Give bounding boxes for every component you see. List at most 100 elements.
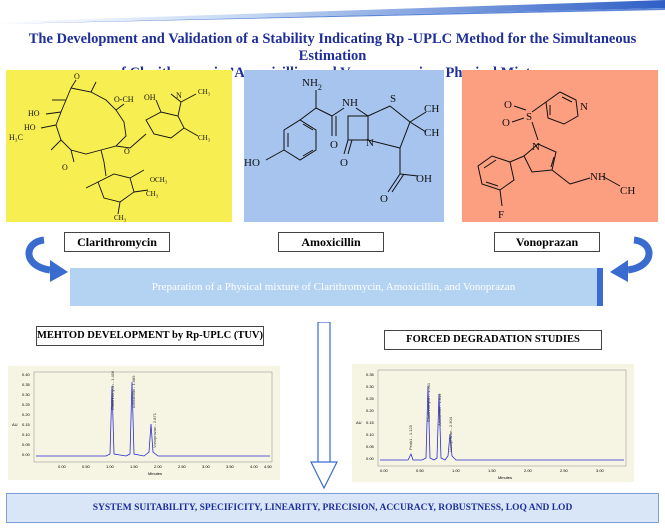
chrom1-ylabel: AU <box>12 422 18 427</box>
chrom1-xtick: 1.00 <box>106 464 115 469</box>
title-line-1: The Development and Validation of a Stab… <box>28 31 637 64</box>
chrom2-ytick: 0.30 <box>366 384 375 389</box>
chrom2-trace <box>380 385 624 461</box>
svg-text:CH₃: CH₃ <box>198 134 211 142</box>
amoxicillin-structure-panel: NH2 NH S CH CH N O O OH O HO <box>244 70 444 222</box>
amox-s-label: S <box>390 93 396 105</box>
amox-n-label: N <box>366 137 374 149</box>
clari-ho1-label: HO <box>28 109 40 118</box>
chrom1-peak-label: Amoxicillin - 1.989 <box>131 375 136 408</box>
vono-n2-label: N <box>532 141 540 153</box>
chrom1-ytick: 0.00 <box>22 452 31 457</box>
svg-text:O: O <box>124 147 130 156</box>
svg-text:CH₃: CH₃ <box>198 88 211 96</box>
chrom2-ytick: 0.15 <box>366 420 375 425</box>
clari-n-label: N <box>176 91 182 100</box>
vonoprazan-label: Vonoprazan <box>494 232 600 252</box>
chrom1-xtick: 4.50 <box>264 464 273 469</box>
chrom1-xtick: 3.00 <box>202 464 211 469</box>
chrom2-ytick: 0.25 <box>366 396 375 401</box>
chrom2-xtick: 2.00 <box>524 468 533 473</box>
left-curved-arrow <box>25 236 68 282</box>
chrom2-yticks: 0.35 0.30 0.25 0.20 0.15 0.10 0.05 0.00 <box>366 372 375 461</box>
vono-ch3-label: CH <box>620 185 635 197</box>
chrom1-trace <box>36 381 270 457</box>
vono-o2-label: O <box>504 99 512 111</box>
chrom2-xticks: 0.00 0.50 1.00 1.50 2.00 2.50 3.00 <box>380 468 605 473</box>
chrom2-peak-label: Clarithromycin - 1.501 <box>426 382 431 422</box>
validation-parameters: SYSTEM SUITABILITY, SPECIFICITY, LINEARI… <box>6 493 659 523</box>
chrom1-ytick: 0.10 <box>22 432 31 437</box>
amox-ho-label: HO <box>244 157 260 169</box>
chrom1-ytick: 0.35 <box>22 382 31 387</box>
amoxicillin-structure: NH2 NH S CH CH N O O OH O HO <box>244 77 439 205</box>
chrom1-ytick: 0.25 <box>22 402 31 407</box>
chrom1-ytick: 0.40 <box>22 372 31 377</box>
amox-oh-label: OH <box>416 173 432 185</box>
svg-text:CH₃: CH₃ <box>114 214 127 222</box>
chrom2-peak-label: Amoxicillin - 1.849 <box>437 393 442 426</box>
chromatogram-2-panel: AU 0.35 0.30 0.25 0.20 0.15 0.10 0.05 0.… <box>352 364 634 482</box>
amox-ch3a-label: CH <box>424 103 439 115</box>
chrom1-xtick: 4.00 <box>250 464 259 469</box>
chrom1-xtick: 1.50 <box>130 464 139 469</box>
amox-nh2-label: NH2 <box>302 77 322 92</box>
svg-text:O: O <box>62 163 68 172</box>
svg-text:OCH₃: OCH₃ <box>150 176 168 184</box>
chrom2-xtick: 0.50 <box>416 468 425 473</box>
chrom1-xtick: 0.50 <box>82 464 91 469</box>
forced-degradation-label: FORCED DEGRADATION STUDIES <box>384 330 602 350</box>
chrom2-xtick: 2.50 <box>560 468 569 473</box>
chromatogram-1: AU 0.40 0.35 0.30 0.25 0.20 0.15 0.10 0.… <box>12 370 273 476</box>
clari-ho2-label: HO <box>24 123 36 132</box>
amoxicillin-label: Amoxicillin <box>278 232 384 252</box>
vono-n1-label: N <box>580 101 588 113</box>
chrom2-ytick: 0.20 <box>366 408 375 413</box>
svg-text:CH₃: CH₃ <box>146 190 159 198</box>
chrom2-ytick: 0.35 <box>366 372 375 377</box>
chrom1-xtick: 3.50 <box>226 464 235 469</box>
amox-o1-label: O <box>330 139 338 151</box>
clarithromycin-structure-panel: O O-CH HO HO H₃C OH N O O OCH₃ CH₃ CH₃ C… <box>6 70 232 222</box>
chrom2-ytick: 0.10 <box>366 432 375 437</box>
chrom1-yticks: 0.40 0.35 0.30 0.25 0.20 0.15 0.10 0.05 … <box>22 372 31 457</box>
chromatogram-1-panel: AU 0.40 0.35 0.30 0.25 0.20 0.15 0.10 0.… <box>8 366 280 480</box>
vono-f-label: F <box>498 209 504 221</box>
vono-s-label: S <box>526 111 532 123</box>
clari-o-label: O <box>74 72 80 81</box>
header-band <box>0 0 665 24</box>
chrom2-ylabel: AU <box>356 420 362 425</box>
clari-oh-label: OH <box>144 93 156 102</box>
clarithromycin-label: Clarithromycin <box>64 232 170 252</box>
amox-o2-label: O <box>340 157 348 169</box>
chrom1-xlabel: Minutes <box>148 471 162 476</box>
right-curved-arrow <box>610 236 653 282</box>
chrom1-peak-label: Clarithromycin - 1.456 <box>110 370 115 410</box>
chrom2-xtick: 3.00 <box>596 468 605 473</box>
vono-o1-label: O <box>502 117 510 129</box>
chrom1-xtick: 0.00 <box>58 464 67 469</box>
clari-h3c-label: H₃C <box>9 133 23 142</box>
chrom2-ytick: 0.00 <box>366 456 375 461</box>
down-arrow <box>310 322 338 490</box>
svg-text:O: O <box>380 193 388 205</box>
chrom1-ytick: 0.30 <box>22 392 31 397</box>
chrom2-xtick: 1.50 <box>488 468 497 473</box>
preparation-step: Preparation of a Physical mixture of Cla… <box>70 268 603 306</box>
chrom1-ytick: 0.20 <box>22 412 31 417</box>
chrom2-peak-label: Vonoprazan - 2.304 <box>448 416 453 452</box>
chrom1-ytick: 0.05 <box>22 442 31 447</box>
amox-nh-label: NH <box>342 97 358 109</box>
clari-och3-label: O-CH <box>114 95 134 104</box>
method-development-label: MEHTOD DEVELOPMENT by Rp-UPLC (TUV) <box>36 326 264 346</box>
chrom1-ytick: 0.15 <box>22 422 31 427</box>
vonoprazan-structure: N S O O N NH CH F <box>477 91 635 221</box>
chrom2-xtick: 0.00 <box>380 468 389 473</box>
vonoprazan-structure-panel: N S O O N NH CH F <box>462 70 658 222</box>
chrom2-ytick: 0.05 <box>366 444 375 449</box>
chrom2-xlabel: Minutes <box>498 475 512 480</box>
chromatogram-2: AU 0.35 0.30 0.25 0.20 0.15 0.10 0.05 0.… <box>356 369 627 480</box>
chrom1-xtick: 2.00 <box>154 464 163 469</box>
chrom2-peak-label: Peak1 - 1.123 <box>408 424 413 450</box>
amox-ch3b-label: CH <box>424 127 439 139</box>
